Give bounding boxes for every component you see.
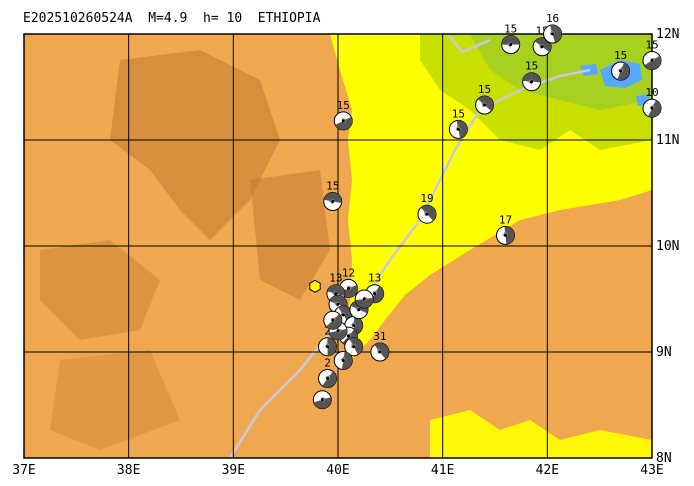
depth-label: 31 bbox=[373, 330, 386, 343]
map-title: E202510260524A M=4.9 h= 10 ETHIOPIA bbox=[23, 11, 321, 26]
focal-mechanism-beachball: 15 bbox=[323, 179, 343, 211]
depth-label: 12 bbox=[342, 266, 355, 279]
depth-label: 19 bbox=[420, 192, 433, 205]
focal-mechanism-beachball: 17 bbox=[495, 213, 515, 245]
focal-mechanism-beachball: 15 bbox=[501, 23, 521, 55]
lat-label: 11N bbox=[656, 133, 679, 148]
green-lowland-2 bbox=[470, 34, 652, 110]
map-frame bbox=[23, 33, 653, 459]
plateau-dark-2 bbox=[40, 240, 160, 340]
depth-label: 15 bbox=[337, 99, 350, 112]
depth-label: 13 bbox=[368, 272, 381, 285]
lat-label: 12N bbox=[656, 27, 679, 42]
lat-label: 8N bbox=[656, 451, 672, 466]
lon-label: 39E bbox=[222, 463, 245, 478]
focal-mechanism-beachball: 15 bbox=[448, 107, 468, 139]
plateau-dark-1 bbox=[110, 50, 280, 240]
focal-mechanism-beachball bbox=[344, 337, 364, 357]
lon-label: 41E bbox=[431, 463, 454, 478]
focal-mechanism-beachball: 2 bbox=[318, 357, 338, 388]
border-line-2 bbox=[447, 34, 491, 54]
focal-mechanism-beachball: 15 bbox=[522, 60, 542, 92]
coordinate-grid bbox=[24, 34, 652, 458]
plateau-dark-4 bbox=[50, 350, 180, 450]
depth-label: 2 bbox=[324, 325, 331, 338]
depth-label: 16 bbox=[546, 12, 559, 25]
depth-label: 15 bbox=[525, 60, 538, 73]
focal-mechanism-beachball bbox=[312, 390, 332, 410]
depth-label: 10 bbox=[645, 86, 658, 99]
lon-label: 38E bbox=[117, 463, 140, 478]
depth-label: 2 bbox=[324, 357, 331, 370]
lat-axis-labels: 12N 11N 10N 9N 8N bbox=[656, 27, 679, 466]
depth-label: 15 bbox=[326, 179, 339, 192]
focal-mechanism-beachball: 10 bbox=[642, 86, 662, 118]
focal-mechanism-beachball: 15 bbox=[611, 49, 631, 81]
south-lowland bbox=[430, 410, 652, 458]
depth-label: 15 bbox=[645, 39, 658, 52]
plateau-dark-3 bbox=[250, 170, 330, 300]
lon-label: 42E bbox=[536, 463, 559, 478]
depth-label: 17 bbox=[499, 213, 512, 226]
epicenter-marker bbox=[309, 279, 321, 293]
focal-mechanism-beachball bbox=[333, 350, 353, 370]
lon-label: 43E bbox=[640, 463, 663, 478]
focal-mechanism-beachball: 2 bbox=[318, 325, 338, 357]
lon-axis-labels: 37E 38E 39E 40E 41E 42E 43E bbox=[12, 463, 663, 478]
depth-label: 15 bbox=[614, 49, 627, 62]
focal-mechanism-beachball: 15 bbox=[642, 39, 662, 70]
focal-mechanism-beachball: 15 bbox=[475, 83, 495, 115]
focal-mechanism-beachball: 31 bbox=[370, 330, 390, 362]
lat-label: 9N bbox=[656, 345, 672, 360]
depth-label: 13 bbox=[329, 272, 342, 285]
focal-mechanism-beachball bbox=[354, 289, 374, 309]
focal-mechanism-beachball bbox=[323, 310, 343, 330]
focal-mechanism-beachball: 19 bbox=[417, 192, 437, 224]
lat-label: 10N bbox=[656, 239, 679, 254]
lon-label: 37E bbox=[12, 463, 35, 478]
focal-mechanism-beachball: 15 bbox=[333, 99, 353, 131]
lon-label: 40E bbox=[326, 463, 349, 478]
depth-label: 15 bbox=[478, 83, 491, 96]
depth-label: 15 bbox=[504, 23, 517, 36]
depth-label: 15 bbox=[452, 107, 465, 120]
focal-mechanism-beachball: 16 bbox=[543, 12, 563, 44]
